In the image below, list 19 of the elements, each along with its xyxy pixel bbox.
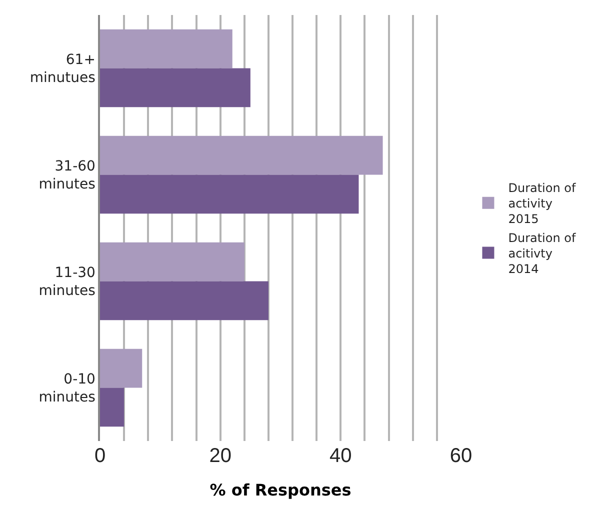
bar [100, 29, 232, 68]
bar [100, 281, 268, 320]
y-tick-label: 61+ minutues [30, 52, 96, 86]
y-tick-label: 0-10 minutes [38, 372, 96, 406]
bar [100, 174, 359, 214]
x-tick-label: 60 [450, 445, 472, 467]
x-tick-label: 20 [209, 445, 232, 467]
y-tick-label: 31-60 minutes [38, 158, 96, 193]
legend-label: Duration of activity 2015 [508, 180, 576, 226]
y-tick-label: 11-30 minutes [38, 265, 96, 300]
x-axis-title: % of Responses [210, 480, 352, 500]
bar [100, 136, 383, 175]
x-tick-label: 0 [94, 445, 106, 467]
x-tick-label: 40 [330, 445, 352, 467]
bar [100, 242, 244, 282]
bar [100, 348, 142, 388]
bar [100, 388, 124, 427]
bar [100, 68, 250, 108]
legend-label: Duration of acitivty 2014 [508, 230, 576, 276]
